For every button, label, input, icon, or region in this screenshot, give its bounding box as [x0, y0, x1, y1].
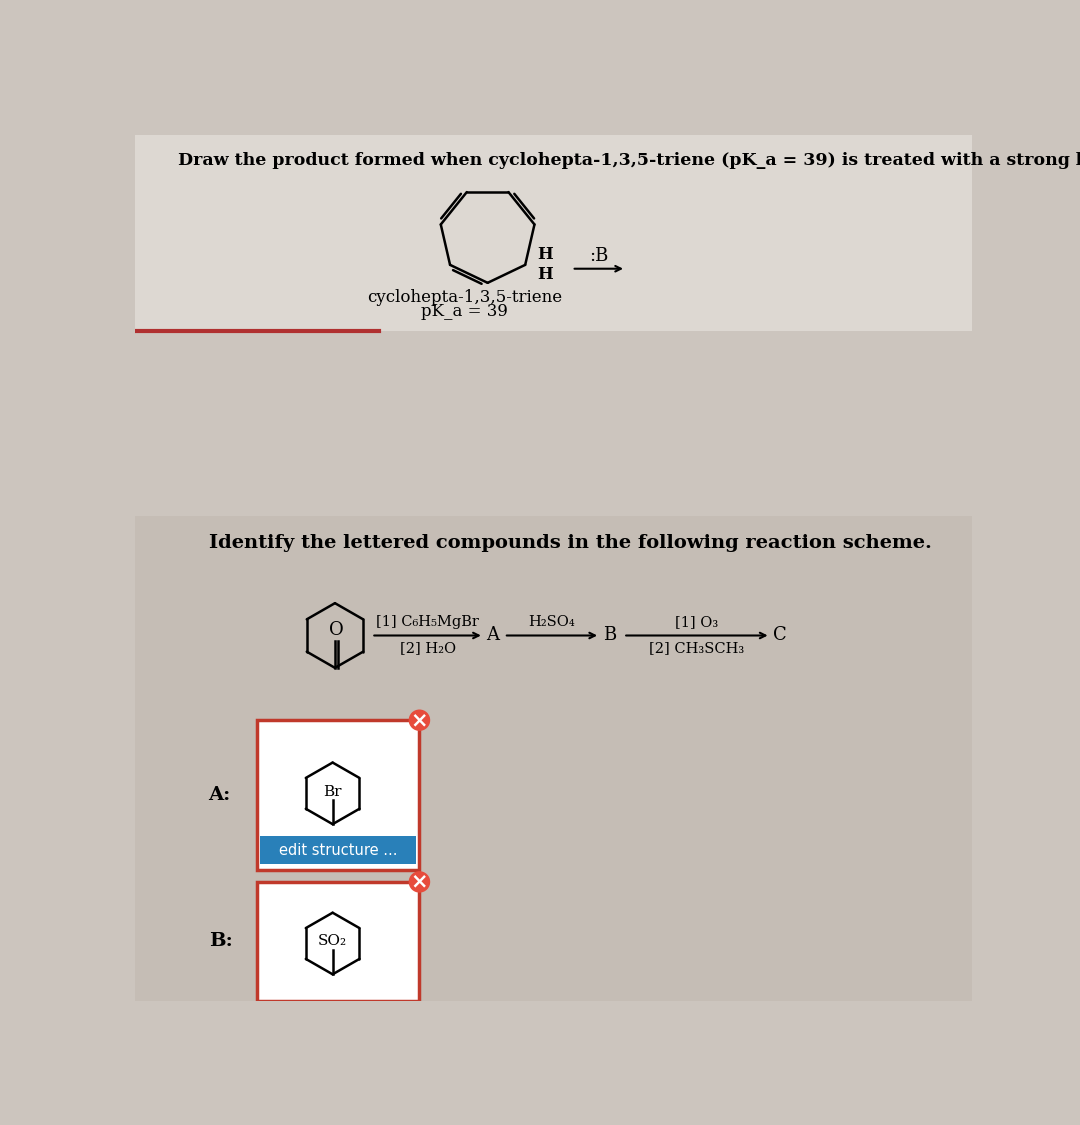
Text: H: H — [538, 246, 553, 263]
Text: C: C — [773, 627, 786, 645]
Text: A:: A: — [208, 786, 231, 804]
Bar — [135, 135, 972, 332]
Text: ×: × — [410, 872, 428, 892]
Text: [1] C₆H₅MgBr: [1] C₆H₅MgBr — [376, 614, 480, 629]
Text: [1] O₃: [1] O₃ — [675, 614, 718, 629]
Text: SO₂: SO₂ — [319, 934, 347, 948]
Text: A: A — [487, 627, 500, 645]
Bar — [257, 882, 419, 1001]
Bar — [260, 837, 416, 864]
Text: Draw the product formed when cyclohepta-1,3,5-triene (pK_a = 39) is treated with: Draw the product formed when cyclohepta-… — [177, 152, 1080, 169]
Bar — [135, 516, 972, 1001]
Text: pK_a = 39: pK_a = 39 — [421, 303, 508, 319]
Text: B:: B: — [208, 933, 232, 951]
Bar — [257, 720, 419, 871]
Text: [2] CH₃SCH₃: [2] CH₃SCH₃ — [649, 641, 744, 655]
Text: O: O — [328, 621, 343, 639]
Text: :B: :B — [589, 248, 608, 266]
Circle shape — [409, 710, 430, 730]
Text: cyclohepta-1,3,5-triene: cyclohepta-1,3,5-triene — [367, 289, 562, 306]
Text: Identify the lettered compounds in the following reaction scheme.: Identify the lettered compounds in the f… — [208, 534, 931, 552]
Text: ×: × — [410, 710, 428, 730]
Text: B: B — [603, 627, 616, 645]
Circle shape — [409, 872, 430, 892]
Text: edit structure ...: edit structure ... — [279, 843, 397, 858]
Text: [2] H₂O: [2] H₂O — [400, 641, 456, 655]
Text: H₂SO₄: H₂SO₄ — [528, 614, 576, 629]
Text: H: H — [538, 267, 553, 284]
Text: Br: Br — [323, 785, 342, 799]
